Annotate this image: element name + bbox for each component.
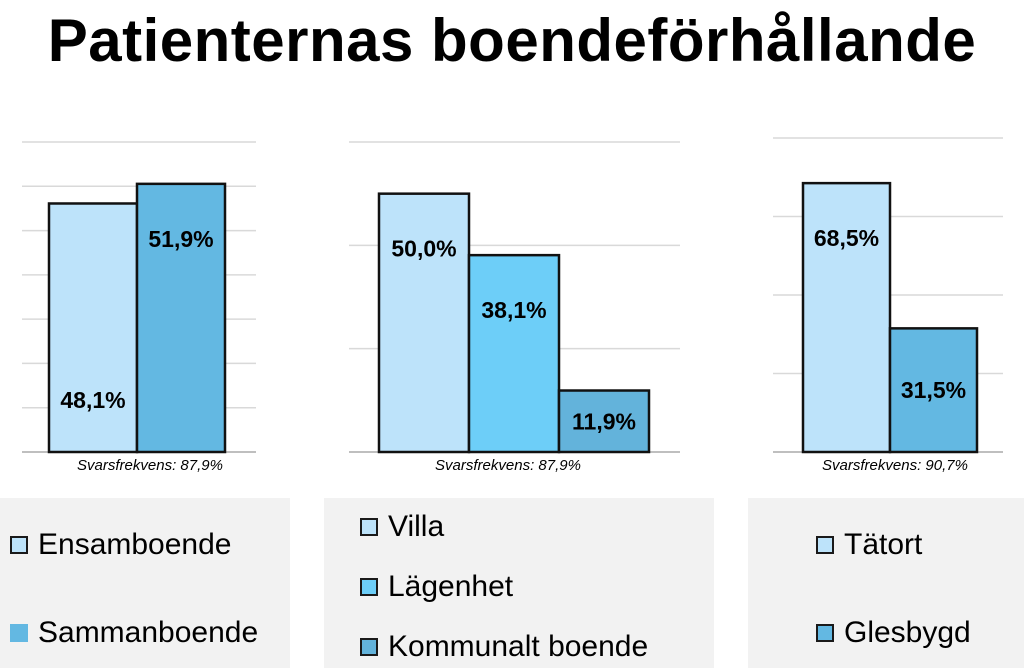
- bar-tätort: [801, 181, 892, 454]
- response-rate-note-3: Svarsfrekvens: 90,7%: [822, 457, 968, 474]
- bar-glesbygd: [888, 327, 979, 454]
- legend-label: Glesbygd: [844, 616, 971, 649]
- legend-item-tatort: Tätort: [816, 527, 922, 563]
- legend-swatch: [10, 536, 28, 554]
- legend-3: Tätort Glesbygd: [748, 498, 1024, 668]
- legend-label: Villa: [388, 510, 445, 543]
- legend-swatch: [360, 578, 378, 596]
- bar-sammanboende: [135, 182, 227, 454]
- legend-swatch: [816, 624, 834, 642]
- chart-title: Patienternas boendeförhållande: [47, 7, 977, 74]
- legend-swatch: [816, 536, 834, 554]
- legend-swatch: [360, 638, 378, 656]
- legend-label: Kommunalt boende: [388, 630, 649, 663]
- bar-lägenhet: [467, 253, 561, 454]
- data-label: 51,9%: [148, 226, 213, 252]
- bar-villa: [377, 192, 471, 454]
- legend-label: Lägenhet: [388, 570, 514, 603]
- bar-ensamboende: [47, 202, 139, 454]
- legend-swatch: [10, 624, 28, 642]
- legend-label: Tätort: [844, 528, 923, 561]
- legend-item-sammanboende: Sammanboende: [10, 615, 258, 651]
- legend-item-lagenhet: Lägenhet: [360, 569, 513, 605]
- legend-item-ensamboende: Ensamboende: [10, 527, 231, 563]
- legend-swatch: [360, 518, 378, 536]
- response-rate-note-2: Svarsfrekvens: 87,9%: [435, 457, 581, 474]
- legend-label: Ensamboende: [38, 528, 232, 561]
- response-rate-note-1: Svarsfrekvens: 87,9%: [77, 457, 223, 474]
- data-label: 31,5%: [901, 377, 966, 403]
- data-label: 38,1%: [481, 297, 546, 323]
- legend-item-kommunalt-boende: Kommunalt boende: [360, 629, 648, 665]
- data-label: 11,9%: [572, 408, 636, 434]
- legend-1: Ensamboende Sammanboende: [0, 498, 290, 668]
- legend-item-villa: Villa: [360, 509, 444, 545]
- legend-2: Villa Lägenhet Kommunalt boende: [324, 498, 714, 668]
- data-label: 68,5%: [814, 225, 879, 251]
- legend-item-glesbygd: Glesbygd: [816, 615, 971, 651]
- data-label: 48,1%: [60, 387, 125, 413]
- legend-label: Sammanboende: [38, 616, 259, 649]
- data-label: 50,0%: [391, 236, 456, 262]
- bar-kommunalt-boende: [557, 389, 651, 454]
